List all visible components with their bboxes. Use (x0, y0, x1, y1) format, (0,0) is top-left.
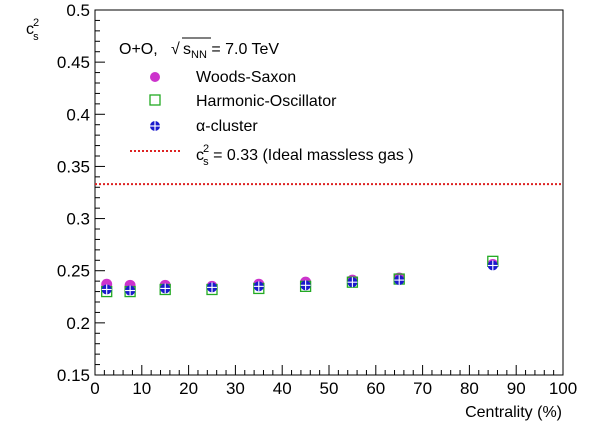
y-tick-label: 0.5 (66, 1, 90, 20)
point-alpha-cluster (101, 284, 112, 295)
legend-marker-harmonic-oscillator (149, 94, 161, 106)
x-axis-title: Centrality (%) (465, 404, 562, 421)
legend-label-ideal-gas: c2 s = 0.33 (Ideal massless gas ) (196, 143, 414, 168)
legend: Woods-Saxon Harmonic-Oscillator α-cluste… (130, 69, 414, 168)
point-alpha-cluster (300, 280, 311, 291)
x-tick-label: 40 (273, 379, 292, 398)
legend-entry-alpha-cluster: α-cluster (150, 118, 258, 135)
x-tick-label: 80 (460, 379, 479, 398)
energy-label: sNN = 7.0 TeV (183, 41, 279, 61)
legend-label-alpha-cluster: α-cluster (196, 118, 258, 135)
plot-frame (94, 9, 564, 376)
point-alpha-cluster (487, 260, 498, 271)
y-tick-label: 0.15 (57, 366, 90, 385)
x-tick-label: 50 (320, 379, 339, 398)
x-tick-label: 90 (507, 379, 526, 398)
y-tick-label: 0.25 (57, 262, 90, 281)
legend-marker-woods-saxon (150, 72, 160, 82)
x-tick-label: 60 (366, 379, 385, 398)
legend-entry-harmonic-oscillator: Harmonic-Oscillator (149, 93, 337, 110)
energy-sqrt-symbol: √ (171, 41, 180, 58)
y-tick-label: 0.2 (66, 314, 90, 333)
legend-entry-ideal-gas: c2 s = 0.33 (Ideal massless gas ) (130, 143, 414, 168)
x-tick-label: 20 (179, 379, 198, 398)
x-tick-label: 100 (549, 379, 577, 398)
y-tick-label: 0.35 (57, 157, 90, 176)
y-tick-label: 0.3 (66, 210, 90, 229)
collision-system-label: O+O, (119, 41, 158, 58)
x-tick-label: 70 (413, 379, 432, 398)
x-tick-label: 0 (90, 379, 99, 398)
x-tick-label: 30 (226, 379, 245, 398)
point-alpha-cluster (125, 285, 136, 296)
y-axis-title: c2 s (26, 17, 39, 43)
point-alpha-cluster (160, 283, 171, 294)
point-alpha-cluster (394, 275, 405, 286)
legend-header: O+O, √ sNN = 7.0 TeV (119, 37, 279, 61)
y-axis-ticks: 0.15 0.2 0.25 0.3 0.35 0.4 0.45 0.5 (57, 1, 105, 385)
legend-entry-woods-saxon: Woods-Saxon (150, 69, 296, 86)
y-tick-label: 0.4 (66, 105, 90, 124)
legend-label-woods-saxon: Woods-Saxon (196, 69, 296, 86)
x-axis-ticks: 0 10 20 30 40 50 60 70 80 90 100 (90, 365, 577, 398)
x-tick-label: 10 (132, 379, 151, 398)
point-alpha-cluster (207, 282, 217, 293)
point-alpha-cluster (347, 277, 358, 288)
y-tick-label: 0.45 (57, 53, 90, 72)
data-points (101, 255, 499, 298)
legend-label-harmonic-oscillator: Harmonic-Oscillator (196, 93, 337, 110)
point-alpha-cluster (253, 281, 264, 292)
